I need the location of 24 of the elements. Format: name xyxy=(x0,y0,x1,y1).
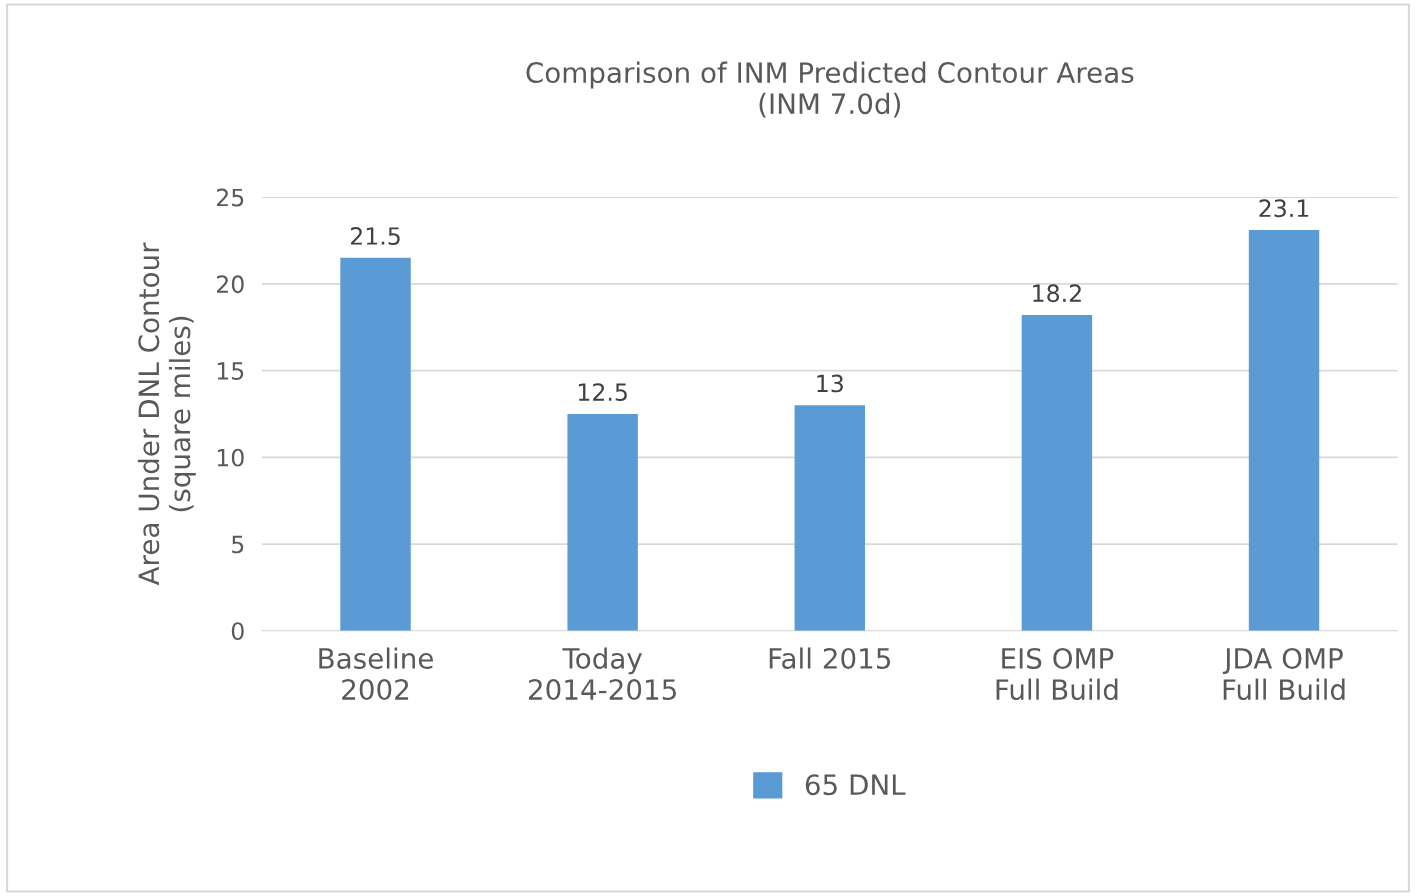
y-tick-label: 20 xyxy=(216,275,244,294)
y-axis-title: Area Under DNL Contour (square miles) xyxy=(137,242,196,586)
bar xyxy=(1021,315,1093,631)
bar xyxy=(1248,230,1320,631)
y-tick-label: 25 xyxy=(216,188,244,207)
x-tick-label: Fall 2015 xyxy=(769,647,891,669)
data-label: 23.1 xyxy=(1259,199,1309,218)
bar xyxy=(567,413,638,631)
bar xyxy=(340,257,411,631)
data-label: 13 xyxy=(817,374,843,393)
data-label: 12.5 xyxy=(578,383,627,402)
bar xyxy=(794,405,865,631)
x-tick-label: Baseline 2002 xyxy=(319,647,433,701)
y-tick-label: 10 xyxy=(217,448,244,467)
x-tick-label: JDA OMP Full Build xyxy=(1222,647,1345,701)
chart-title: Comparison of INM Predicted Contour Areas (INM 7.0d) xyxy=(526,61,1134,118)
y-tick-label: 15 xyxy=(217,362,244,380)
legend-label: 65 DNL xyxy=(805,774,906,796)
data-label: 18.2 xyxy=(1033,284,1081,303)
x-tick-label: EIS OMP Full Build xyxy=(996,647,1118,701)
y-tick-label: 0 xyxy=(231,622,244,641)
data-label: 21.5 xyxy=(350,227,400,245)
y-tick-label: 5 xyxy=(232,535,244,554)
x-tick-label: Today 2014-2015 xyxy=(528,647,676,701)
